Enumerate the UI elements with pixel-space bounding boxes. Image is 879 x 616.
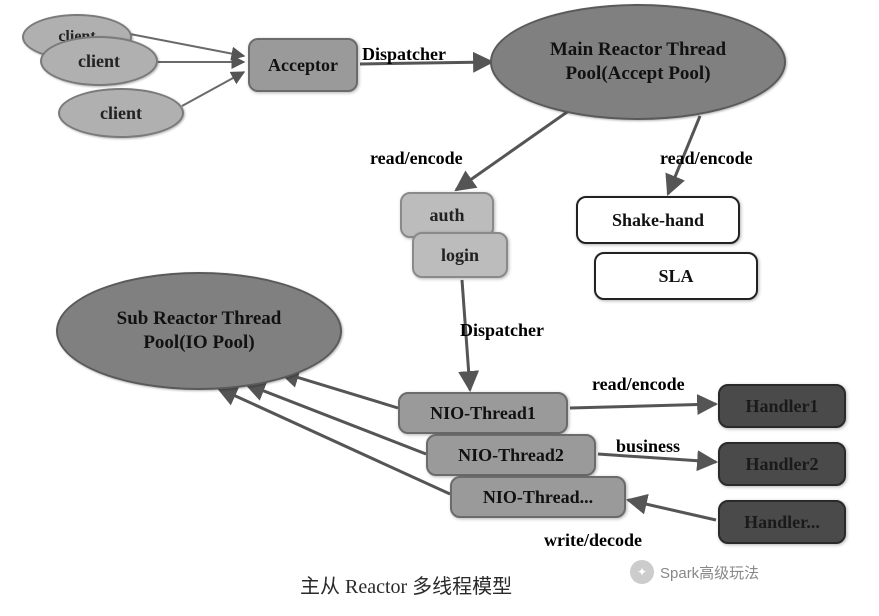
node-client-2: client [40,36,158,86]
node-label: SLA [658,266,693,287]
edge-handler3-nio3 [628,500,716,520]
edge-main_pool-auth [456,110,570,190]
node-label: Acceptor [268,55,338,76]
node-label: Shake-hand [612,210,704,231]
edge-label-read-encode-3: read/encode [592,374,685,395]
node-main-reactor-pool: Main Reactor Thread Pool(Accept Pool) [490,4,786,120]
node-login: login [412,232,508,278]
node-label: auth [429,205,464,226]
node-label: Handler1 [745,396,818,417]
node-nio-thread-n: NIO-Thread... [450,476,626,518]
node-label: NIO-Thread2 [458,445,564,466]
edge-label-business: business [616,436,680,457]
node-acceptor: Acceptor [248,38,358,92]
node-handler-1: Handler1 [718,384,846,428]
diagram-caption: 主从 Reactor 多线程模型 [300,570,512,599]
edge-label-read-encode-2: read/encode [660,148,753,169]
edge-label-write-decode: write/decode [544,530,642,551]
node-shake-hand: Shake-hand [576,196,740,244]
edge-nio1-sub_pool [280,372,398,408]
wechat-icon: ✦ [630,560,654,584]
node-label: client [78,51,120,72]
edge-client3-acceptor [182,72,244,106]
watermark-text: Spark高级玩法 [660,562,759,583]
edge-label-read-encode-1: read/encode [370,148,463,169]
node-handler-n: Handler... [718,500,846,544]
node-label: login [441,245,479,266]
node-label: NIO-Thread... [483,487,593,508]
node-client-3: client [58,88,184,138]
diagram-canvas: client client client Acceptor Main React… [0,0,879,616]
node-nio-thread-2: NIO-Thread2 [426,434,596,476]
edge-label-dispatcher-1: Dispatcher [362,44,446,65]
edge-nio1-handler1 [570,404,716,408]
node-nio-thread-1: NIO-Thread1 [398,392,568,434]
edge-label-dispatcher-2: Dispatcher [460,320,544,341]
node-handler-2: Handler2 [718,442,846,486]
watermark: ✦ Spark高级玩法 [630,560,759,584]
node-label: client [100,103,142,124]
node-sla: SLA [594,252,758,300]
node-label: Handler... [744,512,820,533]
node-label: NIO-Thread1 [430,403,536,424]
node-label: Main Reactor Thread Pool(Accept Pool) [550,38,726,86]
node-label: Sub Reactor Thread Pool(IO Pool) [117,307,282,355]
node-sub-reactor-pool: Sub Reactor Thread Pool(IO Pool) [56,272,342,390]
node-label: Handler2 [745,454,818,475]
